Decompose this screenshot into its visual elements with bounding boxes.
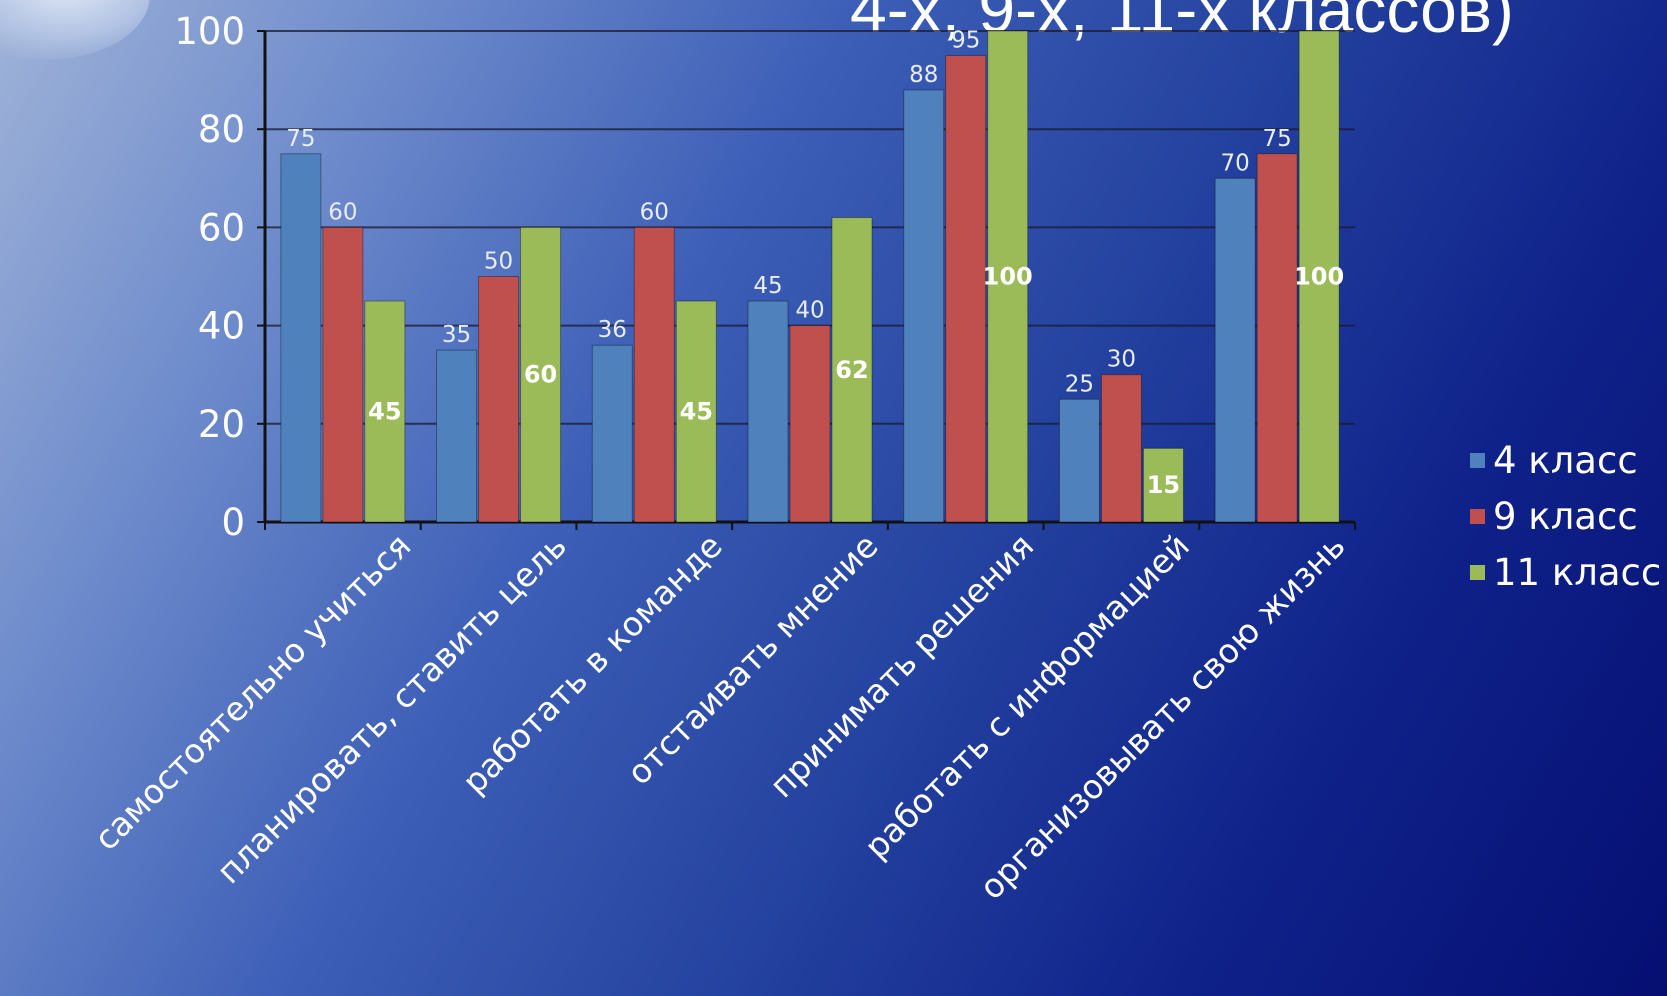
data-label: 45: [368, 398, 401, 426]
bar: [789, 325, 831, 523]
data-label: 36: [598, 317, 627, 343]
bar: [1214, 177, 1256, 523]
data-label: 30: [1107, 347, 1136, 373]
legend-label: 9 класс: [1493, 494, 1638, 538]
data-label: 70: [1221, 150, 1250, 176]
data-label: 95: [951, 28, 980, 54]
data-label: 100: [983, 263, 1033, 291]
bar: [987, 30, 1029, 523]
bar: [945, 55, 987, 523]
bar: [675, 300, 717, 523]
data-label: 60: [524, 361, 557, 389]
legend-swatch: [1470, 508, 1485, 524]
bar: [903, 89, 945, 523]
data-label: 35: [442, 322, 471, 348]
legend-swatch: [1470, 564, 1485, 580]
legend-item: 9 класс: [1470, 488, 1661, 544]
bar: [633, 226, 675, 523]
legend-item: 11 класс: [1470, 544, 1661, 600]
bar: [436, 349, 478, 523]
data-label: 75: [286, 126, 315, 152]
bar: [280, 153, 322, 523]
data-label: 45: [680, 398, 713, 426]
y-tick-label: 0: [221, 501, 245, 544]
y-tick-label: 80: [198, 108, 245, 151]
data-label: 62: [835, 356, 868, 384]
legend-label: 4 класс: [1493, 438, 1638, 482]
data-label: 88: [909, 62, 938, 88]
data-label: 60: [328, 199, 357, 225]
y-tick-label: 60: [198, 206, 245, 249]
data-label: 60: [640, 199, 669, 225]
chart-legend: 4 класс 9 класс 11 класс: [1470, 432, 1661, 600]
bar: [591, 344, 633, 523]
bar: [322, 226, 364, 523]
y-tick-label: 40: [198, 305, 245, 348]
bar: [1058, 398, 1100, 523]
bar: [1100, 374, 1142, 523]
data-label: 50: [484, 249, 513, 275]
data-label: 40: [795, 298, 824, 324]
x-category-label: работать с информацией: [857, 526, 1197, 866]
bar: [520, 226, 562, 523]
y-tick-label: 20: [198, 403, 245, 446]
data-label: 100: [1294, 263, 1344, 291]
x-category-label: принимать решения: [762, 526, 1041, 805]
data-label: 25: [1065, 371, 1094, 397]
bar: [364, 300, 406, 523]
data-label: 45: [753, 273, 782, 299]
legend-label: 11 класс: [1493, 550, 1662, 594]
y-tick-label: 100: [174, 10, 245, 53]
x-category-label: работать в команде: [455, 526, 730, 801]
x-category-label: отстаивать мнение: [619, 526, 885, 792]
data-label: 15: [1147, 471, 1180, 499]
bar: [747, 300, 789, 523]
legend-swatch: [1470, 452, 1485, 468]
x-category-label: самостоятельно учиться: [87, 526, 419, 858]
data-label: 75: [1263, 126, 1292, 152]
legend-item: 4 класс: [1470, 432, 1661, 488]
bar: [1256, 153, 1298, 523]
bar: [831, 217, 873, 523]
slide-title: 4-х, 9-х, 11-х классов): [850, 0, 1514, 46]
bar: [1142, 447, 1184, 523]
bar: [1298, 30, 1340, 523]
bar: [478, 276, 520, 523]
